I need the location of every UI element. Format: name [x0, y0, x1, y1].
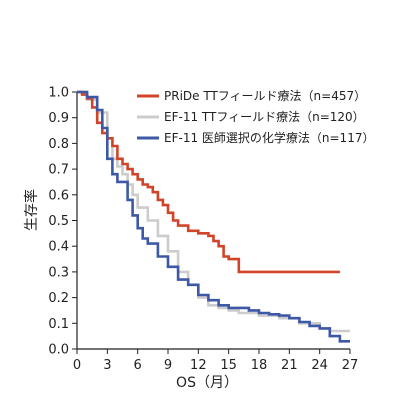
series-line-ef11-chemo [77, 90, 350, 343]
y-tick-label: 1.0 [48, 86, 69, 101]
x-tick-label: 6 [134, 358, 142, 373]
y-tick-label: 0.5 [48, 214, 69, 229]
x-tick-label: 18 [251, 358, 268, 373]
y-axis-title: 生存率 [23, 189, 40, 231]
series-line-pride-ttf [77, 90, 340, 274]
legend: PRiDe TTフィールド療法（n=457） EF-11 TTフィールド療法（n… [137, 89, 374, 145]
x-tick-label: 15 [220, 358, 237, 373]
y-tick-label: 0.1 [48, 317, 69, 332]
legend-label-ef11-chemo: EF-11 医師選択の化学療法（n=117） [164, 130, 374, 145]
y-tick-label: 0.3 [48, 265, 69, 280]
x-tick-label: 0 [73, 358, 81, 373]
x-tick-label: 24 [311, 358, 328, 373]
series-layer [77, 90, 350, 343]
y-tick-label: 0.2 [48, 291, 69, 306]
x-tick-label: 27 [342, 358, 359, 373]
axes: 0 3 6 9 12 15 18 21 24 27 0.00.10.20.30.40.50.60.… [48, 86, 358, 374]
y-tick-label: 0.8 [48, 137, 69, 152]
y-tick-label: 0.6 [48, 188, 69, 203]
series-line-ef11-ttf [77, 90, 350, 333]
legend-label-pride-ttf: PRiDe TTフィールド療法（n=457） [164, 89, 366, 103]
x-tick-label: 9 [164, 358, 172, 373]
x-tick-label: 12 [190, 358, 207, 373]
y-tick-label: 0.7 [48, 163, 69, 178]
x-tick-label: 21 [281, 358, 298, 373]
x-axis-title: OS（月） [176, 375, 238, 391]
x-tick-label: 3 [103, 358, 111, 373]
legend-label-ef11-ttf: EF-11 TTフィールド療法（n=120） [164, 110, 365, 124]
y-tick-label: 0.0 [48, 343, 69, 358]
y-ticks: 0.0 0.1 0.2 0.3 0.4 0.5 0.6 0.7 0.8 0.9 1.0 [48, 86, 77, 358]
y-tick-label: 0.4 [48, 240, 69, 255]
y-tick-label: 0.9 [48, 111, 69, 126]
x-ticks: 0 3 6 9 12 15 18 21 24 27 [73, 349, 358, 373]
